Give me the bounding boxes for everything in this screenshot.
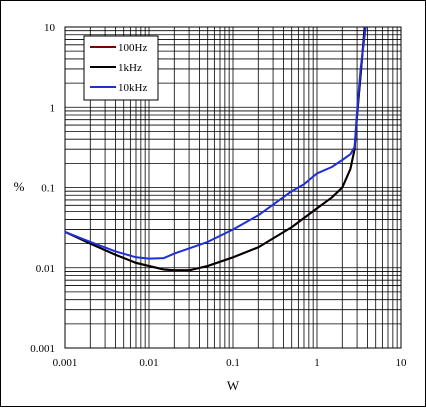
series-line-1khz xyxy=(64,26,366,272)
y-axis-label: % xyxy=(14,179,25,194)
legend-label: 100Hz xyxy=(118,42,147,54)
legend-label: 10kHz xyxy=(118,82,147,94)
series-layer xyxy=(64,26,367,272)
x-tick-label: 0.01 xyxy=(139,357,158,369)
tick-labels: 0.001 0.01 0.1 1 10 0.001 0.01 0.1 1 10 xyxy=(30,22,407,369)
y-tick-label: 1 xyxy=(50,102,56,114)
legend-label: 1kHz xyxy=(118,62,142,74)
series-line-10khz xyxy=(64,26,367,260)
y-tick-label: 0.01 xyxy=(36,263,55,275)
x-tick-label: 0.1 xyxy=(226,357,240,369)
x-axis-label: W xyxy=(227,378,240,393)
y-tick-label: 10 xyxy=(44,22,56,34)
y-tick-label: 0.001 xyxy=(30,343,55,355)
plot-border xyxy=(64,26,402,349)
legend: 100Hz 1kHz 10kHz xyxy=(83,35,159,101)
x-tick-label: 1 xyxy=(314,357,320,369)
x-tick-label: 0.001 xyxy=(53,357,78,369)
x-tick-label: 10 xyxy=(396,357,408,369)
y-tick-label: 0.1 xyxy=(41,183,55,195)
